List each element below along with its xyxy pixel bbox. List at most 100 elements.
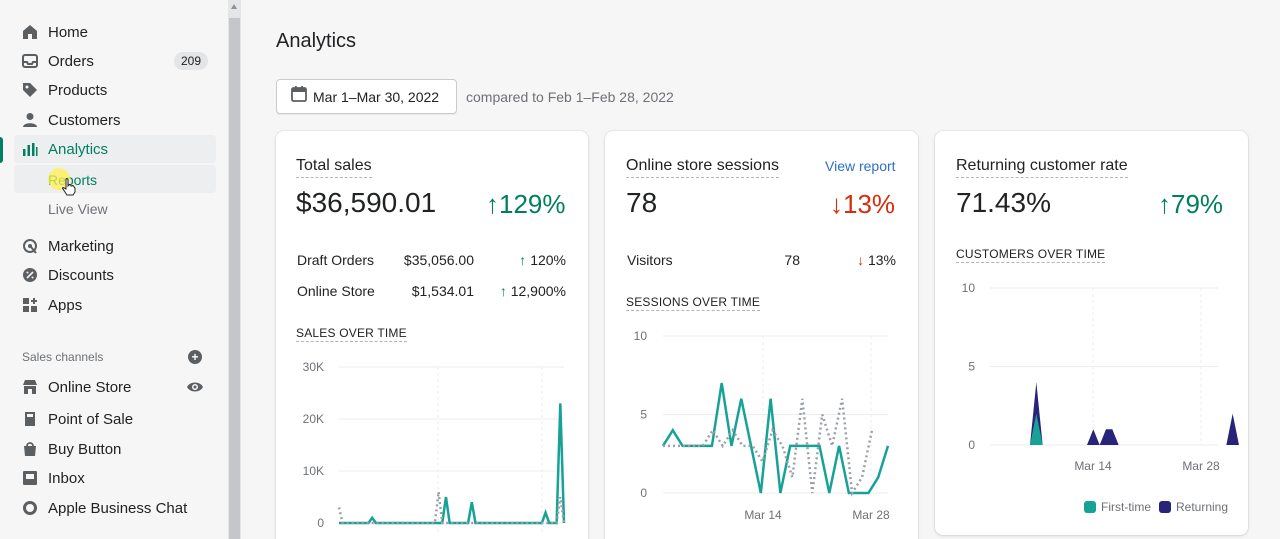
sessions-y-tick-label: 10 — [634, 329, 648, 343]
customers-y-tick-label: 0 — [968, 438, 975, 452]
draft-orders-change-value: 120% — [530, 252, 566, 268]
visitors-label: Visitors — [627, 252, 673, 268]
returning-change: ↑79% — [1158, 189, 1223, 220]
nav-marketing[interactable]: Marketing — [14, 232, 216, 260]
sessions-previous-series-line — [663, 398, 874, 497]
view-report-link[interactable]: View report — [825, 158, 896, 174]
sales-y-tick-label: 10K — [303, 464, 324, 478]
online-store-label: Online Store — [297, 283, 375, 299]
customers-chart-svg: 0 5 10 Mar 14 Mar 28 — [962, 281, 1239, 473]
sidebar-scrollbar[interactable] — [228, 0, 241, 539]
sessions-value: 78 — [626, 187, 658, 218]
nav-label: Orders — [48, 52, 94, 70]
nav-online-store[interactable]: Online Store — [14, 373, 216, 401]
nav-label: Online Store — [48, 378, 132, 396]
first-time-area — [1030, 413, 1043, 445]
tag-icon — [20, 80, 40, 100]
online-store-value: $1,534.01 — [411, 283, 474, 299]
sessions-change-value: 13% — [843, 189, 896, 219]
arrow-down-icon: ↓ — [830, 189, 843, 219]
nav-label: Products — [48, 81, 108, 99]
inbox-icon — [20, 468, 40, 488]
scrollbar-thumb[interactable] — [229, 18, 240, 539]
sessions-y-tick-label: 5 — [640, 408, 647, 422]
nav-orders[interactable]: Orders 209 — [14, 47, 216, 75]
nav-discounts[interactable]: Discounts — [14, 261, 216, 289]
apps-icon — [20, 295, 40, 315]
hand-cursor-icon — [62, 178, 76, 201]
eye-icon[interactable] — [186, 380, 204, 399]
returning-card: Returning customer rate 71.43% ↑79% CUST… — [935, 131, 1248, 535]
store-icon — [20, 377, 40, 397]
draft-orders-value: $35,056.00 — [403, 252, 474, 268]
nav-label: Apps — [48, 296, 83, 314]
sales-y-tick-label: 0 — [317, 516, 324, 530]
customers-chart-title[interactable]: CUSTOMERS OVER TIME — [956, 247, 1106, 263]
orders-icon — [20, 51, 40, 71]
visitors-value: 78 — [784, 252, 800, 268]
returning-area — [1030, 382, 1239, 445]
arrow-up-icon: ↑ — [486, 189, 499, 219]
sessions-title[interactable]: Online store sessions — [626, 157, 779, 178]
nav-customers[interactable]: Customers — [14, 106, 216, 134]
total-sales-card: Total sales $36,590.01 ↑129% Draft Order… — [276, 131, 588, 539]
returning-title[interactable]: Returning customer rate — [956, 157, 1128, 178]
sales-chart-svg: 0 10K 20K 30K — [303, 360, 566, 533]
compare-text: compared to Feb 1–Feb 28, 2022 — [466, 89, 674, 105]
nav-label: Apple Business Chat — [48, 499, 188, 517]
legend-swatch — [1159, 501, 1171, 513]
nav-label: Point of Sale — [48, 410, 134, 428]
calendar-icon — [291, 86, 307, 107]
sales-y-tick-label: 30K — [303, 360, 324, 374]
nav-label: Inbox — [48, 469, 85, 487]
nav-analytics[interactable]: Analytics — [14, 135, 216, 163]
legend-swatch — [1084, 501, 1096, 513]
nav-home[interactable]: Home — [14, 18, 216, 46]
nav-inbox[interactable]: Inbox — [14, 464, 216, 492]
total-sales-change: ↑129% — [486, 189, 566, 220]
legend-first-time[interactable]: First-time — [1084, 500, 1151, 514]
add-channel-icon[interactable]: + — [188, 350, 202, 364]
sessions-chart-title[interactable]: SESSIONS OVER TIME — [626, 295, 761, 311]
legend-label: Returning — [1176, 500, 1229, 514]
sidebar: Home Orders 209 Products Customers Analy… — [0, 0, 228, 539]
total-sales-change-value: 129% — [499, 189, 566, 219]
arrow-up-icon: ↑ — [519, 252, 527, 268]
arrow-down-icon: ↓ — [857, 252, 865, 268]
date-range-button[interactable]: Mar 1–Mar 30, 2022 — [276, 79, 457, 114]
nav-label: Customers — [48, 111, 121, 129]
reports-highlight — [14, 165, 216, 193]
nav-point-of-sale[interactable]: Point of Sale — [14, 405, 216, 433]
sessions-change: ↓13% — [830, 189, 895, 220]
total-sales-value: $36,590.01 — [296, 187, 437, 218]
active-indicator — [0, 137, 3, 163]
sales-chart-title[interactable]: SALES OVER TIME — [296, 326, 407, 342]
analytics-icon — [20, 139, 40, 159]
scroll-up-arrow-icon[interactable] — [231, 4, 237, 9]
nav-products[interactable]: Products — [14, 76, 216, 104]
sales-previous-series-line — [337, 491, 566, 525]
customers-y-tick-label: 10 — [962, 281, 976, 295]
sales-current-series-line — [339, 403, 566, 525]
customers-x-tick-label: Mar 14 — [1074, 459, 1112, 473]
customers-x-tick-label: Mar 28 — [1182, 459, 1220, 473]
total-sales-title[interactable]: Total sales — [296, 157, 372, 178]
sessions-y-tick-label: 0 — [640, 486, 647, 500]
nav-buy-button[interactable]: Buy Button — [14, 435, 216, 463]
nav-apple-business-chat[interactable]: Apple Business Chat — [14, 494, 216, 522]
page-title: Analytics — [276, 30, 357, 52]
pos-icon — [20, 409, 40, 429]
discount-icon — [20, 265, 40, 285]
sessions-current-series-line — [661, 382, 890, 495]
person-icon — [20, 110, 40, 130]
sessions-x-tick-label: Mar 28 — [852, 508, 890, 522]
cursor-highlight — [48, 168, 70, 190]
legend-label: First-time — [1101, 500, 1151, 514]
nav-apps[interactable]: Apps — [14, 291, 216, 319]
visitors-change-value: 13% — [867, 252, 896, 268]
visitors-change: ↓ 13% — [825, 252, 896, 268]
nav-live-view[interactable]: Live View — [48, 201, 108, 217]
legend-returning[interactable]: Returning — [1159, 500, 1228, 514]
nav-label: Analytics — [48, 140, 109, 158]
nav-label: Discounts — [48, 266, 114, 284]
